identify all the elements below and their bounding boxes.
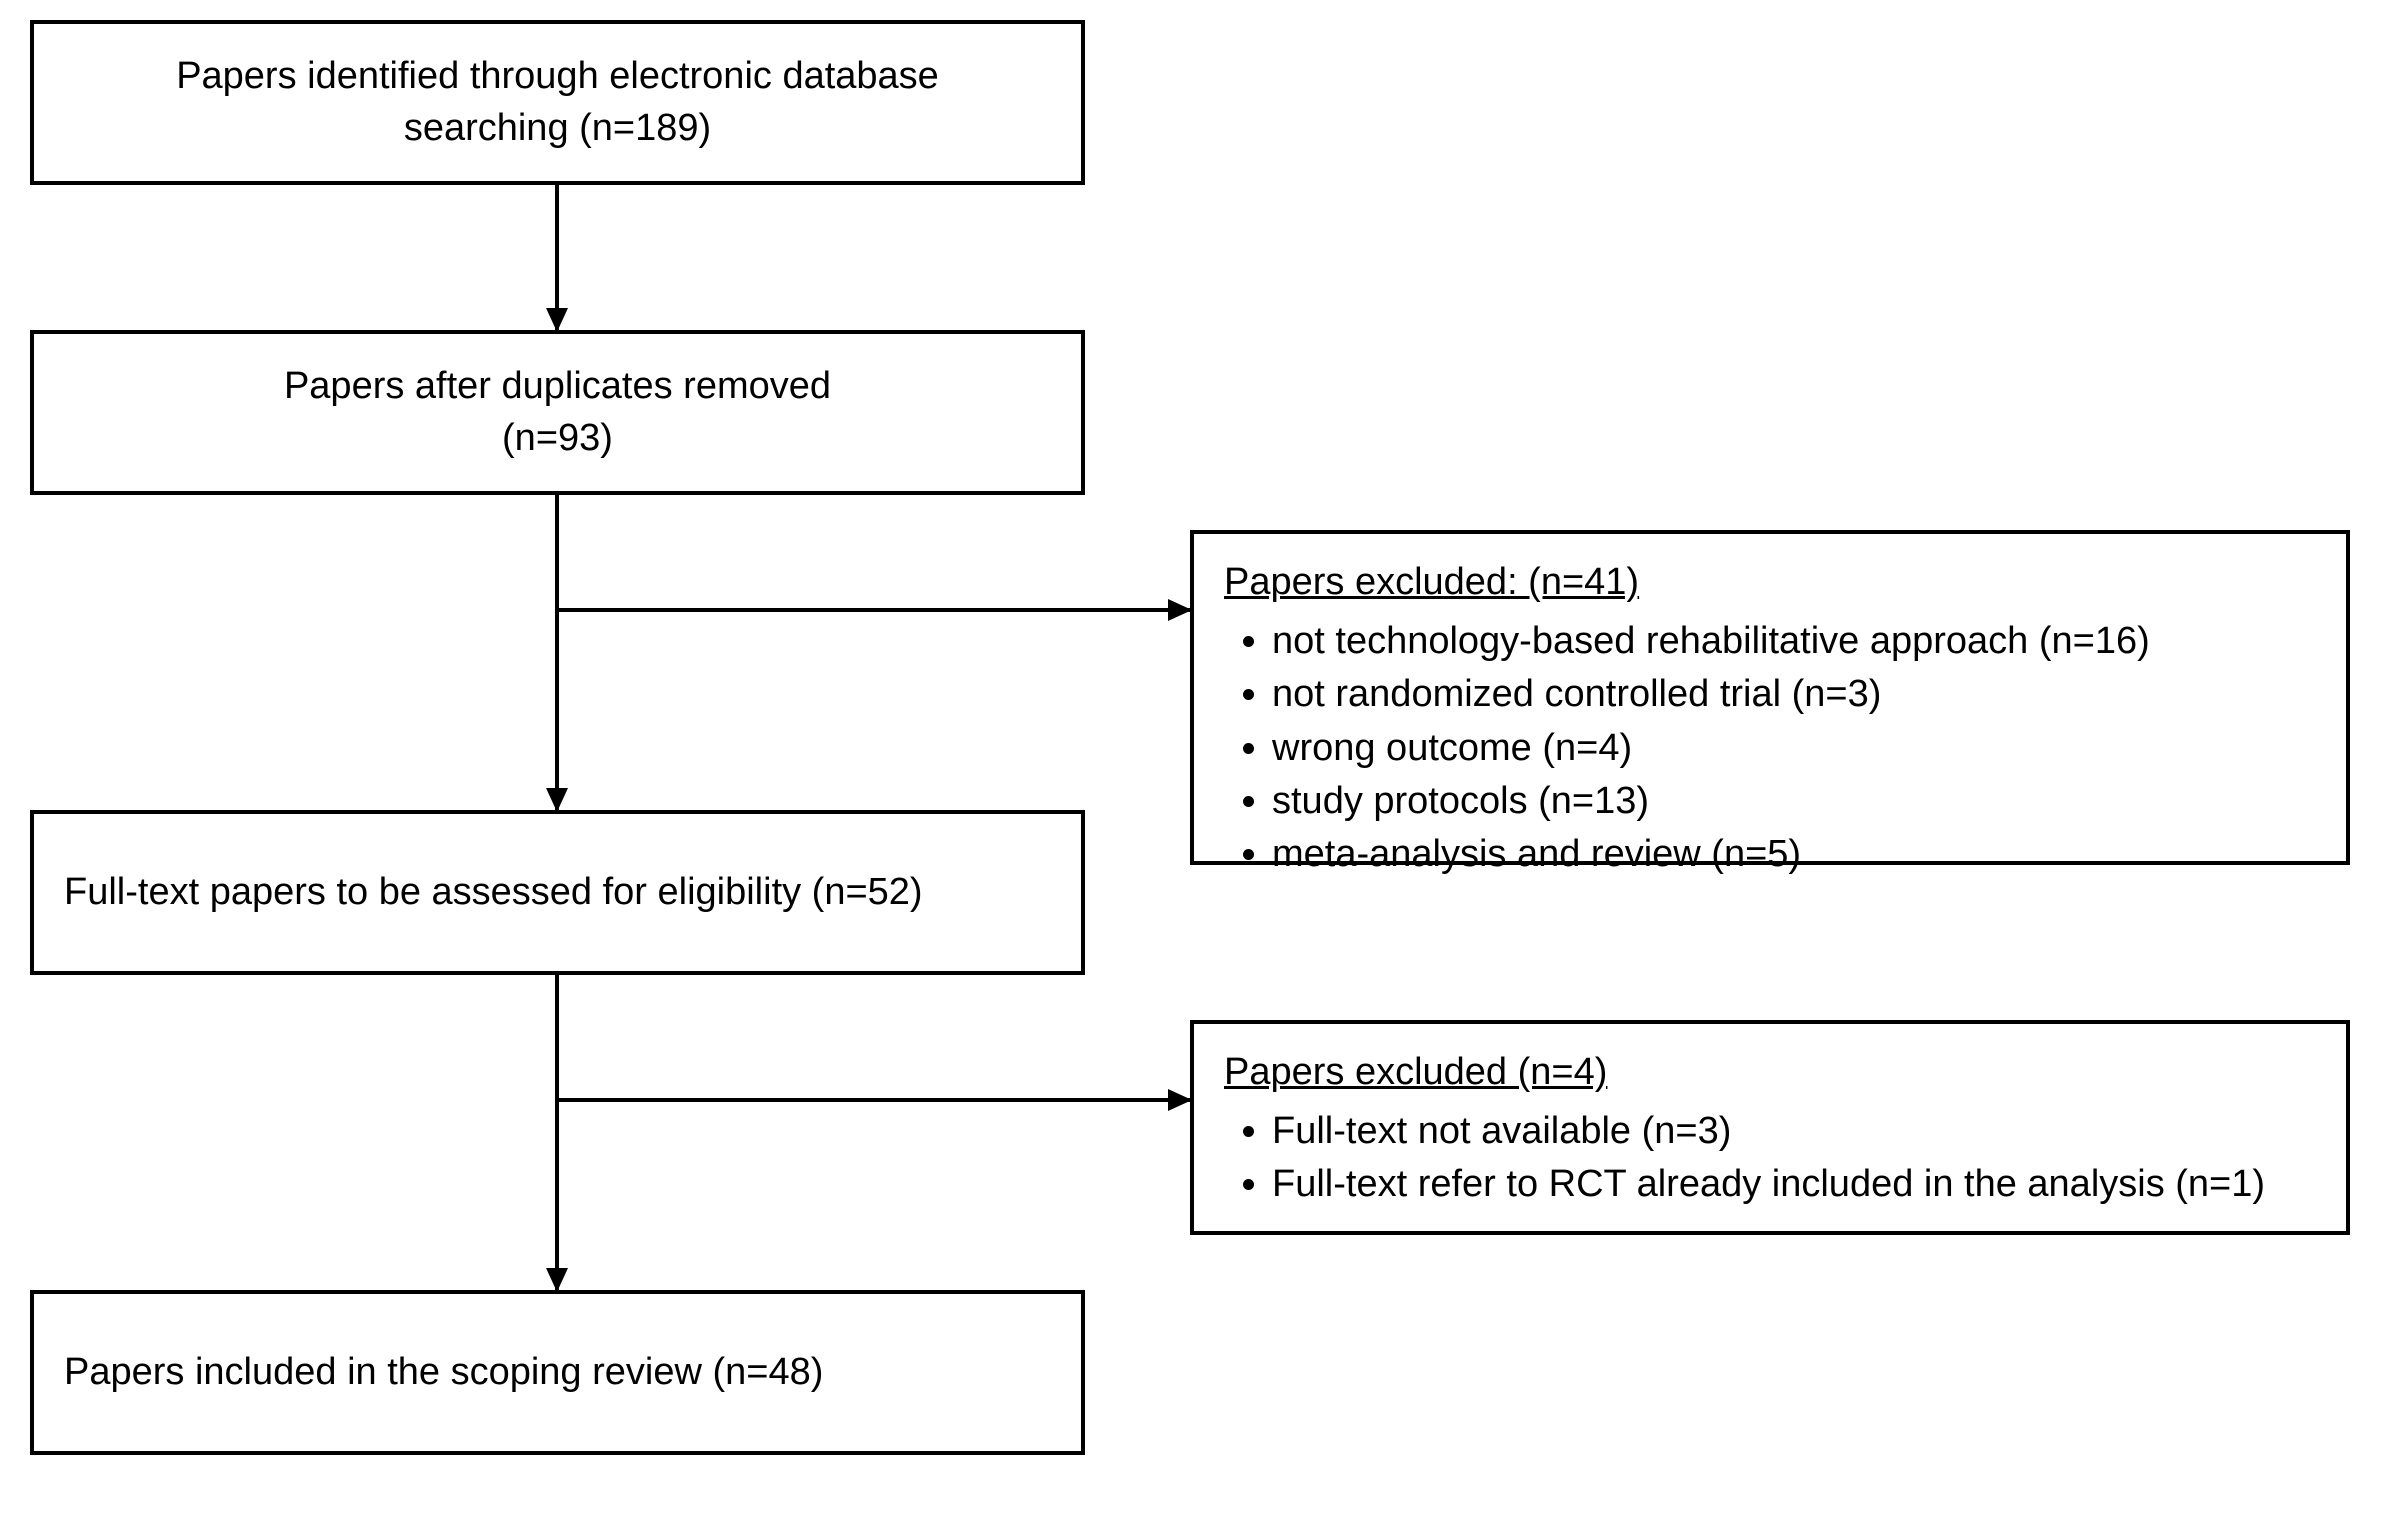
text-identified-line2: searching (n=189) [404, 107, 711, 149]
excluded1-list: not technology-based rehabilitative appr… [1224, 615, 2316, 881]
list-item: wrong outcome (n=4) [1272, 722, 2316, 775]
list-item: study protocols (n=13) [1272, 775, 2316, 828]
box-included: Papers included in the scoping review (n… [30, 1290, 1085, 1455]
text-fulltext-line1: Full-text papers to be assessed for elig… [64, 871, 923, 913]
box-excluded-1: Papers excluded: (n=41) not technology-b… [1190, 530, 2350, 865]
flowchart-canvas: Papers identified through electronic dat… [0, 0, 2387, 1535]
list-item: not technology-based rehabilitative appr… [1272, 615, 2316, 668]
box-excluded-2: Papers excluded (n=4) Full-text not avai… [1190, 1020, 2350, 1235]
list-item: Full-text refer to RCT already included … [1272, 1158, 2316, 1211]
excluded2-list: Full-text not available (n=3) Full-text … [1224, 1105, 2316, 1211]
list-item: meta-analysis and review (n=5) [1272, 828, 2316, 881]
excluded2-title: Papers excluded (n=4) [1224, 1046, 2316, 1099]
list-item: not randomized controlled trial (n=3) [1272, 668, 2316, 721]
list-item: Full-text not available (n=3) [1272, 1105, 2316, 1158]
text-dedup-line1: Papers after duplicates removed [284, 365, 831, 407]
box-fulltext: Full-text papers to be assessed for elig… [30, 810, 1085, 975]
text-dedup-line2: (n=93) [502, 417, 613, 459]
excluded1-title: Papers excluded: (n=41) [1224, 556, 2316, 609]
box-dedup: Papers after duplicates removed (n=93) [30, 330, 1085, 495]
text-included-line1: Papers included in the scoping review (n… [64, 1351, 823, 1393]
box-identified: Papers identified through electronic dat… [30, 20, 1085, 185]
text-identified-line1: Papers identified through electronic dat… [176, 55, 939, 97]
